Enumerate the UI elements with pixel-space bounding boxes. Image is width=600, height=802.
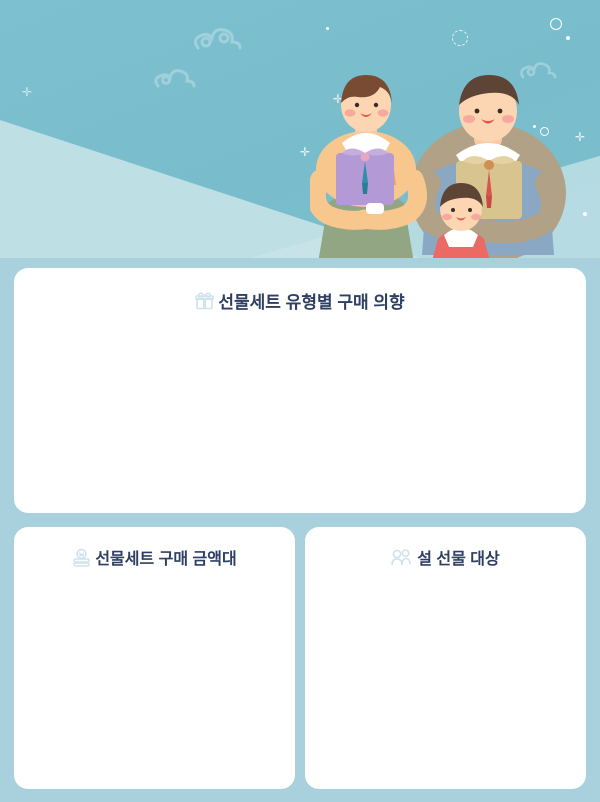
ring-decoration <box>540 127 549 136</box>
gift-icon <box>195 291 215 310</box>
people-icon <box>391 548 413 567</box>
card-gift-set-types: 선물세트 유형별 구매 의향 [중복 응답 포함] <box>14 268 586 775</box>
family-illustration <box>310 75 566 258</box>
card-title-target: 설 선물 대상 <box>305 545 586 569</box>
card-title-amount: 선물세트 구매 금액대 <box>14 545 295 569</box>
cloud-icon <box>193 28 242 50</box>
card-title-types: 선물세트 유형별 구매 의향 <box>14 288 586 313</box>
dot-decoration <box>326 27 329 30</box>
hero-banner: ✛ ✛ ✛ ✛ <box>0 0 600 258</box>
cloud-icon <box>154 69 196 88</box>
card-gift-recipient: 설 선물 대상 [중복 응답 포함] <box>305 527 586 789</box>
sparkle-icon: ✛ <box>22 85 33 99</box>
dot-decoration <box>566 36 570 40</box>
card-title-text: 선물세트 유형별 구매 의향 <box>218 293 405 312</box>
sparkle-icon: ✛ <box>575 130 586 144</box>
cloud-icon <box>520 62 557 79</box>
money-icon <box>72 548 91 567</box>
dot-decoration <box>583 212 587 216</box>
sparkle-icon: ✛ <box>300 145 311 159</box>
dot-decoration <box>533 125 536 128</box>
card-title-text: 선물세트 구매 금액대 <box>95 551 237 568</box>
card-title-text: 설 선물 대상 <box>417 551 500 568</box>
sparkle-icon: ✛ <box>333 92 344 106</box>
ring-decoration <box>550 18 562 30</box>
dashed-ring-decoration <box>452 30 468 46</box>
card-purchase-amount: 선물세트 구매 금액대 <box>14 527 295 789</box>
